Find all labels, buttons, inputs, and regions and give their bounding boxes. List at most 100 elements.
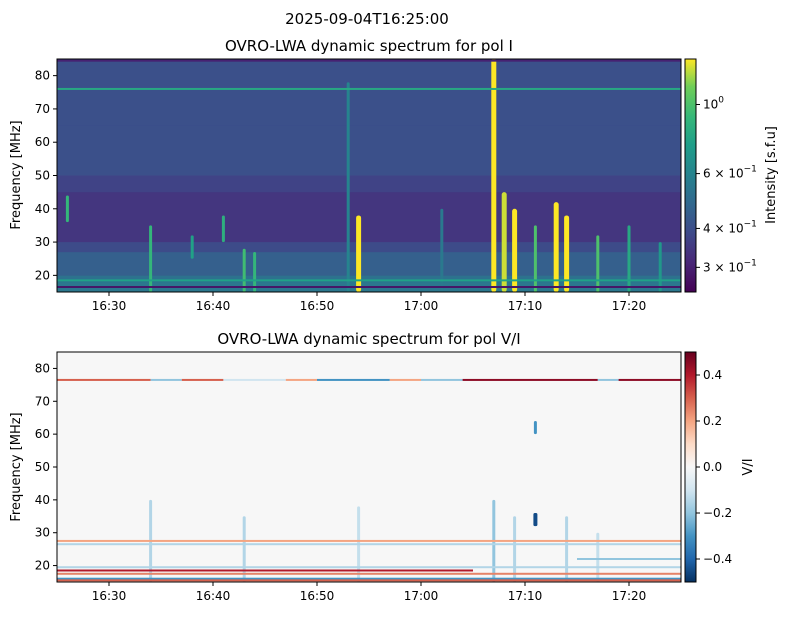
pol-vi-rfi-line — [462, 378, 598, 381]
panel-1-xtick-label: 17:00 — [404, 299, 439, 313]
pol-i-burst — [596, 235, 600, 292]
pol-i-background-band — [57, 252, 681, 276]
pol-i-background-band — [57, 275, 681, 283]
pol-i-burst — [356, 215, 362, 292]
panel-pol-vi: OVRO-LWA dynamic spectrum for pol V/I 16… — [9, 330, 756, 603]
pol-vi-rfi-line — [57, 543, 681, 546]
panel-2-ytick-label: 50 — [35, 460, 50, 474]
pol-vi-spectrum-image — [57, 352, 681, 582]
panel-2-ytick-label: 20 — [35, 559, 50, 573]
pol-vi-burst — [513, 516, 517, 582]
tick-base: 10 — [703, 98, 718, 112]
pol-i-background-band — [57, 59, 681, 126]
pol-vi-rfi-line — [285, 378, 317, 381]
pol-vi-burst — [242, 516, 246, 582]
pol-vi-rfi-line — [57, 566, 681, 569]
colorbar-vi — [685, 352, 696, 582]
pol-vi-rfi-line — [57, 572, 681, 575]
pol-vi-rfi-line — [150, 378, 182, 381]
pol-vi-rfi-line — [223, 378, 286, 381]
panel-1-xtick-label: 16:40 — [196, 299, 231, 313]
figure-suptitle: 2025-09-04T16:25:00 — [285, 10, 449, 28]
panel-2-xtick-label: 17:20 — [612, 589, 647, 603]
pol-i-burst — [627, 225, 631, 292]
pol-vi-rfi-line — [577, 558, 681, 560]
pol-i-burst — [242, 248, 246, 292]
pol-i-burst — [253, 252, 257, 292]
pol-i-burst — [346, 82, 350, 292]
panel-1-xtick-label: 16:50 — [300, 299, 335, 313]
panel-1-x-ticks: 16:30 16:40 16:50 17:00 17:10 17:20 — [92, 292, 647, 313]
pol-vi-rfi-line — [181, 378, 224, 381]
pol-vi-rfi-line — [618, 378, 681, 381]
panel-1-y-ticks: 20 30 40 50 60 70 80 — [35, 69, 57, 282]
pol-i-burst — [512, 208, 518, 292]
colorbar-intensity-tick-label: 4 × 10−1 — [703, 219, 757, 235]
panel-1-ylabel: Frequency [MHz] — [9, 120, 24, 229]
panel-2-xtick-label: 16:40 — [196, 589, 231, 603]
pol-vi-rfi-line — [57, 378, 151, 381]
tick-exponent: −1 — [744, 165, 757, 175]
panel-2-y-ticks: 20 30 40 50 60 70 80 — [35, 361, 57, 573]
pol-i-rfi-line — [57, 279, 681, 282]
pol-vi-rfi-line — [389, 378, 421, 381]
pol-i-background-band — [57, 192, 681, 243]
colorbar-vi-tick-label: 0.2 — [703, 414, 722, 428]
panel-2-ytick-label: 60 — [35, 427, 50, 441]
tick-base: 3 × 10 — [703, 260, 744, 274]
panel-2-x-ticks: 16:30 16:40 16:50 17:00 17:10 17:20 — [92, 582, 647, 603]
pol-vi-burst — [565, 516, 569, 582]
pol-i-burst — [658, 242, 662, 292]
pol-i-burst — [491, 59, 497, 292]
pol-i-rfi-line — [57, 87, 681, 90]
pol-i-rfi-line — [57, 59, 681, 62]
panel-1-ytick-label: 50 — [35, 169, 50, 183]
colorbar-intensity-tick-label: 3 × 10−1 — [703, 258, 757, 274]
panel-2-ylabel: Frequency [MHz] — [9, 412, 24, 521]
panel-1-ytick-label: 80 — [35, 69, 50, 83]
panel-2-xtick-label: 17:10 — [508, 589, 543, 603]
panel-1-xtick-label: 17:20 — [612, 299, 647, 313]
pol-i-burst — [149, 225, 153, 292]
pol-i-burst — [564, 215, 570, 292]
panel-1-ytick-label: 20 — [35, 268, 50, 282]
pol-i-spectrum-image — [57, 59, 681, 292]
panel-1-title: OVRO-LWA dynamic spectrum for pol I — [225, 37, 513, 55]
colorbar-intensity-frame — [684, 58, 697, 293]
pol-vi-rfi-line — [57, 539, 681, 542]
panel-2-xtick-label: 16:30 — [92, 589, 127, 603]
pol-vi-rfi-line — [57, 569, 473, 572]
tick-exponent: −1 — [744, 219, 757, 229]
panel-2-xtick-label: 16:50 — [300, 589, 335, 603]
panel-2-ytick-label: 70 — [35, 394, 50, 408]
panel-2-ytick-label: 30 — [35, 526, 50, 540]
panel-1-ytick-label: 40 — [35, 202, 50, 216]
colorbar-intensity-label: Intensity [s.f.u] — [764, 126, 779, 224]
panel-1-ytick-label: 60 — [35, 135, 50, 149]
pol-vi-rfi-line — [57, 577, 681, 580]
panel-2-ytick-label: 80 — [35, 361, 50, 375]
panel-pol-i: OVRO-LWA dynamic spectrum for pol I 16:3… — [9, 37, 779, 313]
tick-base: 4 × 10 — [703, 221, 744, 235]
panel-1-xtick-label: 17:10 — [508, 299, 543, 313]
panel-2-xtick-label: 17:00 — [404, 589, 439, 603]
pol-i-burst — [440, 208, 444, 292]
pol-vi-rfi-line — [57, 579, 681, 582]
tick-exponent: 0 — [718, 96, 724, 106]
panel-2-title: OVRO-LWA dynamic spectrum for pol V/I — [217, 330, 520, 348]
colorbar-intensity-tick-label: 6 × 10−1 — [703, 165, 757, 181]
pol-i-burst — [501, 192, 507, 292]
colorbar-vi-tick-label: 0.0 — [703, 460, 722, 474]
pol-i-rfi-line — [57, 286, 681, 289]
colorbar-vi-tick-label: 0.4 — [703, 368, 722, 382]
pol-i-background-band — [57, 175, 681, 193]
panel-1-xtick-label: 16:30 — [92, 299, 127, 313]
colorbar-intensity — [685, 59, 696, 292]
colorbar-intensity-tick-label: 100 — [703, 96, 724, 112]
pol-i-background-band — [57, 242, 681, 253]
pol-i-burst — [553, 202, 559, 292]
tick-exponent: −1 — [744, 258, 757, 268]
colorbar-vi-tick-label: −0.4 — [703, 552, 732, 566]
